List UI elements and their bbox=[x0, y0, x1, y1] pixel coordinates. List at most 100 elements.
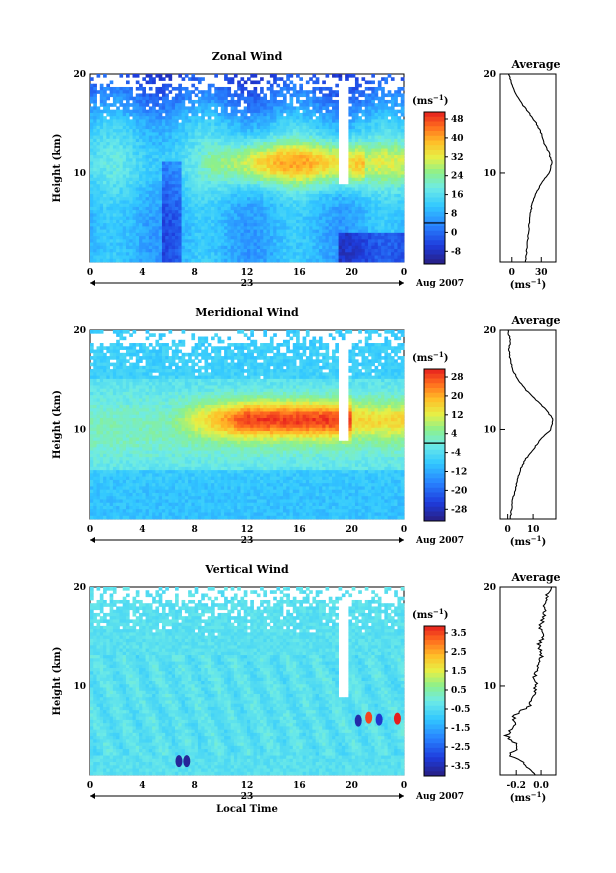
heatmap-cell bbox=[377, 80, 382, 85]
heatmap-cell bbox=[322, 171, 326, 175]
heatmap-cell bbox=[184, 210, 189, 214]
heatmap-cell bbox=[188, 232, 192, 237]
heatmap-cell bbox=[125, 96, 130, 101]
heatmap-cell bbox=[247, 135, 251, 140]
heatmap-cell bbox=[142, 236, 146, 240]
heatmap-cell bbox=[207, 245, 212, 250]
heatmap-cell bbox=[387, 148, 392, 153]
y-axis-label: Height (km) bbox=[52, 134, 63, 203]
heatmap-cell bbox=[256, 242, 261, 247]
heatmap-cell bbox=[387, 135, 392, 140]
heatmap-cell bbox=[135, 242, 140, 247]
heatmap-cell bbox=[299, 190, 303, 195]
heatmap-cell bbox=[211, 255, 215, 260]
heatmap-cell bbox=[211, 203, 215, 208]
heatmap-cell bbox=[243, 174, 248, 179]
heatmap-cell bbox=[158, 236, 163, 240]
heatmap-cell bbox=[305, 255, 310, 260]
average-unit-text: (ms bbox=[510, 280, 531, 291]
heatmap-cell bbox=[155, 216, 160, 221]
heatmap-cell bbox=[224, 155, 228, 159]
heatmap-cell bbox=[390, 226, 395, 230]
heatmap-cell bbox=[207, 187, 212, 192]
heatmap-cell bbox=[207, 249, 212, 253]
heatmap-cell bbox=[181, 197, 186, 201]
heatmap-cell bbox=[220, 252, 225, 256]
heatmap-cell bbox=[119, 125, 124, 130]
heatmap-cell bbox=[282, 213, 287, 218]
heatmap-cell bbox=[332, 129, 336, 133]
heatmap-cell bbox=[93, 125, 97, 130]
heatmap-cell bbox=[328, 258, 333, 263]
heatmap-cell bbox=[178, 109, 182, 114]
heatmap-cell bbox=[125, 200, 130, 205]
heatmap-cell bbox=[247, 236, 251, 240]
heatmap-cell bbox=[230, 168, 235, 172]
heatmap-cell bbox=[318, 249, 323, 253]
heatmap-cell bbox=[211, 112, 215, 117]
heatmap-cell bbox=[178, 174, 182, 179]
heatmap-cell bbox=[253, 168, 258, 172]
heatmap-cell bbox=[312, 145, 317, 149]
heatmap-cell bbox=[243, 177, 248, 182]
heatmap-cell bbox=[348, 125, 353, 130]
heatmap-cell bbox=[178, 106, 182, 111]
heatmap-cell bbox=[354, 229, 359, 234]
heatmap-cell bbox=[224, 129, 228, 133]
heatmap-cell bbox=[260, 148, 264, 153]
heatmap-cell bbox=[364, 184, 369, 188]
heatmap-cell bbox=[227, 135, 232, 140]
heatmap-cell bbox=[93, 112, 97, 117]
heatmap-cell bbox=[312, 174, 317, 179]
heatmap-cell bbox=[204, 200, 209, 205]
heatmap-cell bbox=[292, 252, 297, 256]
heatmap-cell bbox=[211, 138, 215, 143]
heatmap-cell bbox=[171, 184, 176, 188]
heatmap-cell bbox=[224, 190, 228, 195]
heatmap-cell bbox=[292, 245, 297, 250]
heatmap-cell bbox=[260, 171, 264, 175]
heatmap-cell bbox=[361, 203, 366, 208]
heatmap-cell bbox=[247, 142, 251, 146]
heatmap-cell bbox=[299, 174, 303, 179]
heatmap-cell bbox=[224, 135, 228, 140]
heatmap-cell bbox=[309, 193, 313, 198]
heatmap-cell bbox=[253, 187, 258, 192]
heatmap-cell bbox=[106, 180, 111, 185]
heatmap-cell bbox=[119, 223, 124, 227]
heatmap-cell bbox=[282, 245, 287, 250]
heatmap-cell bbox=[135, 203, 140, 208]
heatmap-cell bbox=[158, 213, 163, 218]
heatmap-cell bbox=[207, 86, 212, 91]
heatmap-cell bbox=[309, 132, 313, 136]
heatmap-cell bbox=[201, 164, 205, 169]
heatmap-cell bbox=[129, 187, 133, 192]
heatmap-cell bbox=[273, 145, 277, 149]
heatmap-cell bbox=[220, 174, 225, 179]
heatmap-cell bbox=[315, 138, 320, 143]
heatmap-cell bbox=[220, 180, 225, 185]
heatmap-cell bbox=[129, 132, 133, 136]
heatmap-cell bbox=[286, 138, 290, 143]
heatmap-cell bbox=[377, 184, 382, 188]
heatmap-cell bbox=[279, 193, 284, 198]
heatmap-cell bbox=[351, 252, 356, 256]
heatmap-cell bbox=[220, 190, 225, 195]
heatmap-cell bbox=[260, 106, 264, 111]
heatmap-cell bbox=[237, 249, 241, 253]
heatmap-cell bbox=[116, 184, 120, 188]
heatmap-cell bbox=[269, 96, 274, 101]
heatmap-cell bbox=[201, 190, 205, 195]
heatmap-cell bbox=[377, 86, 382, 91]
heatmap-cell bbox=[116, 90, 120, 94]
heatmap-cell bbox=[103, 96, 107, 101]
heatmap-cell bbox=[175, 223, 179, 227]
heatmap-cell bbox=[243, 229, 248, 234]
heatmap-cell bbox=[191, 171, 196, 175]
heatmap-cell bbox=[299, 77, 303, 81]
heatmap-cell bbox=[351, 206, 356, 211]
heatmap-cell bbox=[240, 242, 245, 247]
heatmap-cell bbox=[145, 122, 150, 127]
heatmap-cell bbox=[148, 135, 153, 140]
heatmap-cell bbox=[191, 210, 196, 214]
